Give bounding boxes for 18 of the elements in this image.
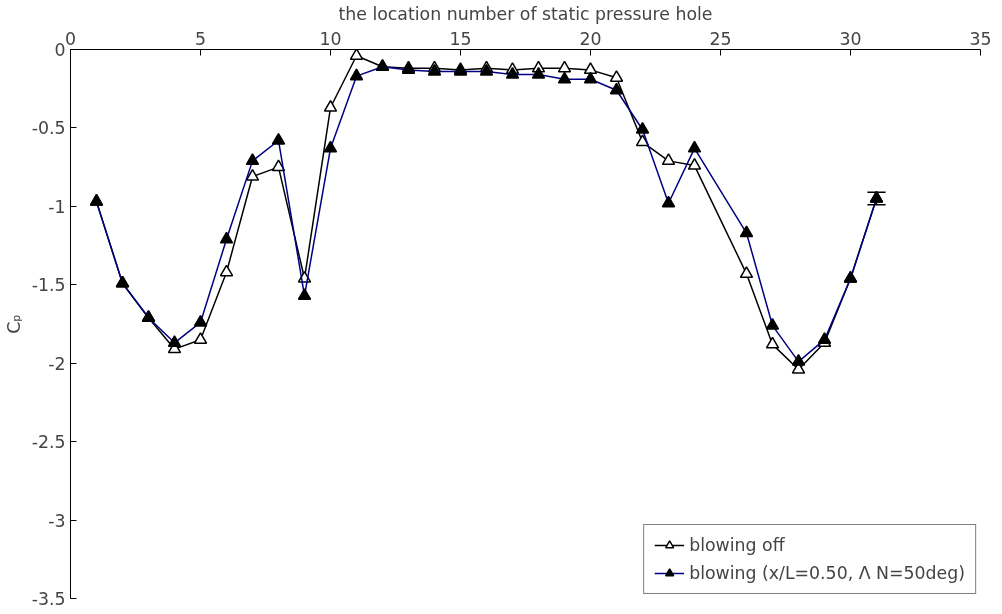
y-tick-label: -1.5: [31, 275, 66, 296]
y-tick-label: -3.5: [31, 589, 66, 609]
y-tick-label: -2.5: [31, 432, 66, 453]
x-tick-label: 25: [709, 28, 732, 49]
x-tick-label: 35: [969, 28, 992, 49]
y-tick-label: -1: [48, 196, 66, 217]
legend-label: blowing (x/L=0.50, Λ N=50deg): [689, 563, 965, 583]
x-tick-label: 10: [319, 28, 342, 49]
x-tick-label: 5: [194, 28, 207, 49]
x-tick-label: 30: [839, 28, 862, 49]
y-tick-label: -2: [48, 353, 66, 374]
x-tick-label: 15: [449, 28, 472, 49]
x-axis-title: the location number of static pressure hole: [338, 3, 713, 24]
x-tick-label: 20: [579, 28, 602, 49]
y-axis-title: Cₚ: [3, 314, 24, 334]
y-tick-label: -0.5: [31, 118, 66, 139]
legend-label: blowing off: [689, 535, 785, 555]
y-tick-label: -3: [48, 510, 66, 531]
